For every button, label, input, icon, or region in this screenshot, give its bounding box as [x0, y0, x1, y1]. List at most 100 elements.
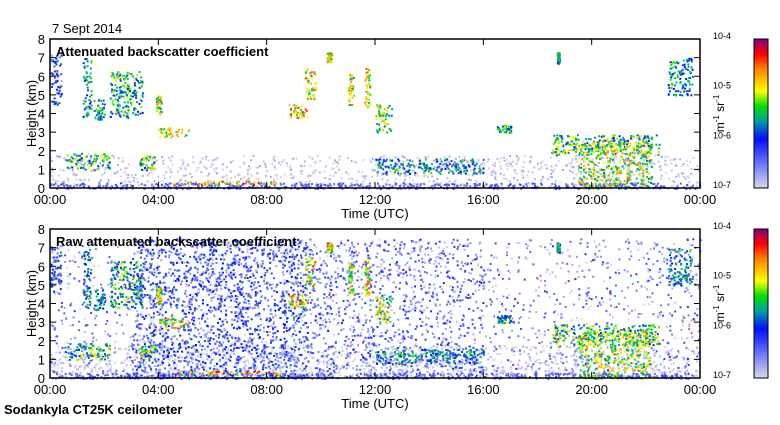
backscatter-cell — [650, 182, 652, 184]
backscatter-cell — [483, 315, 485, 317]
backscatter-cell — [83, 62, 85, 64]
backscatter-cell — [443, 156, 445, 158]
backscatter-cell — [671, 87, 673, 89]
backscatter-cell — [395, 183, 397, 185]
backscatter-cell — [461, 262, 463, 264]
backscatter-cell — [616, 151, 618, 153]
backscatter-cell — [646, 160, 648, 162]
backscatter-cell — [603, 240, 605, 242]
backscatter-cell — [621, 359, 623, 361]
backscatter-cell — [389, 160, 391, 162]
backscatter-cell — [602, 301, 604, 303]
backscatter-cell — [671, 355, 673, 357]
backscatter-cell — [398, 162, 400, 164]
backscatter-cell — [151, 164, 153, 166]
backscatter-cell — [625, 148, 627, 150]
backscatter-cell — [198, 184, 200, 186]
backscatter-cell — [662, 315, 664, 317]
backscatter-cell — [482, 172, 484, 174]
backscatter-cell — [107, 374, 109, 376]
backscatter-cell — [572, 374, 574, 376]
backscatter-cell — [351, 74, 353, 76]
backscatter-cell — [81, 153, 83, 155]
backscatter-cell — [132, 112, 134, 114]
backscatter-cell — [142, 165, 144, 167]
backscatter-cell — [672, 369, 674, 371]
backscatter-cell — [275, 168, 277, 170]
backscatter-cell — [76, 155, 78, 157]
backscatter-cell — [458, 172, 460, 174]
backscatter-cell — [611, 148, 613, 150]
backscatter-cell — [366, 72, 368, 74]
backscatter-cell — [645, 151, 647, 153]
backscatter-cell — [351, 178, 353, 180]
backscatter-cell — [576, 356, 578, 358]
backscatter-cell — [58, 92, 60, 94]
backscatter-cell — [86, 160, 88, 162]
backscatter-cell — [100, 108, 102, 110]
backscatter-cell — [616, 138, 618, 140]
backscatter-cell — [421, 168, 423, 170]
backscatter-cell — [349, 84, 351, 86]
backscatter-cell — [544, 313, 546, 315]
backscatter-cell — [436, 178, 438, 180]
backscatter-cell — [124, 101, 126, 103]
backscatter-cell — [308, 183, 310, 185]
backscatter-cell — [402, 155, 404, 157]
backscatter-cell — [459, 347, 461, 349]
backscatter-cell — [86, 156, 88, 158]
backscatter-cell — [679, 78, 681, 80]
backscatter-cell — [260, 182, 262, 184]
backscatter-cell — [610, 158, 612, 160]
backscatter-cell — [116, 73, 118, 75]
backscatter-cell — [168, 157, 170, 159]
backscatter-cell — [290, 169, 292, 171]
backscatter-cell — [53, 184, 55, 186]
backscatter-cell — [378, 124, 380, 126]
backscatter-cell — [213, 181, 215, 183]
backscatter-cell — [689, 71, 691, 73]
backscatter-cell — [133, 177, 135, 179]
backscatter-cell — [345, 171, 347, 173]
backscatter-cell — [499, 345, 501, 347]
backscatter-cell — [619, 167, 621, 169]
backscatter-cell — [627, 375, 629, 377]
backscatter-cell — [304, 160, 306, 162]
backscatter-cell — [616, 157, 618, 159]
backscatter-cell — [364, 349, 366, 351]
backscatter-cell — [105, 155, 107, 157]
backscatter-cell — [265, 175, 267, 177]
backscatter-cell — [455, 166, 457, 168]
backscatter-cell — [137, 114, 139, 116]
backscatter-cell — [391, 167, 393, 169]
backscatter-cell — [691, 84, 693, 86]
backscatter-cell — [478, 349, 480, 351]
backscatter-cell — [351, 184, 353, 186]
backscatter-cell — [81, 157, 83, 159]
backscatter-cell — [362, 181, 364, 183]
backscatter-cell — [142, 92, 144, 94]
backscatter-cell — [439, 304, 441, 306]
backscatter-cell — [677, 90, 679, 92]
backscatter-cell — [83, 116, 85, 118]
backscatter-cell — [250, 174, 252, 176]
backscatter-cell — [89, 76, 91, 78]
backscatter-cell — [634, 348, 636, 350]
backscatter-cell — [643, 145, 645, 147]
backscatter-cell — [685, 364, 687, 366]
backscatter-cell — [572, 172, 574, 174]
backscatter-cell — [56, 372, 58, 374]
backscatter-cell — [375, 115, 377, 117]
backscatter-cell — [99, 181, 101, 183]
backscatter-cell — [554, 373, 556, 375]
backscatter-cell — [590, 171, 592, 173]
backscatter-cell — [646, 145, 648, 147]
backscatter-cell — [298, 112, 300, 114]
backscatter-cell — [377, 183, 379, 185]
backscatter-cell — [292, 158, 294, 160]
backscatter-cell — [91, 371, 93, 373]
backscatter-cell — [94, 159, 96, 161]
backscatter-cell — [300, 117, 302, 119]
backscatter-cell — [353, 77, 355, 79]
backscatter-cell — [87, 65, 89, 67]
